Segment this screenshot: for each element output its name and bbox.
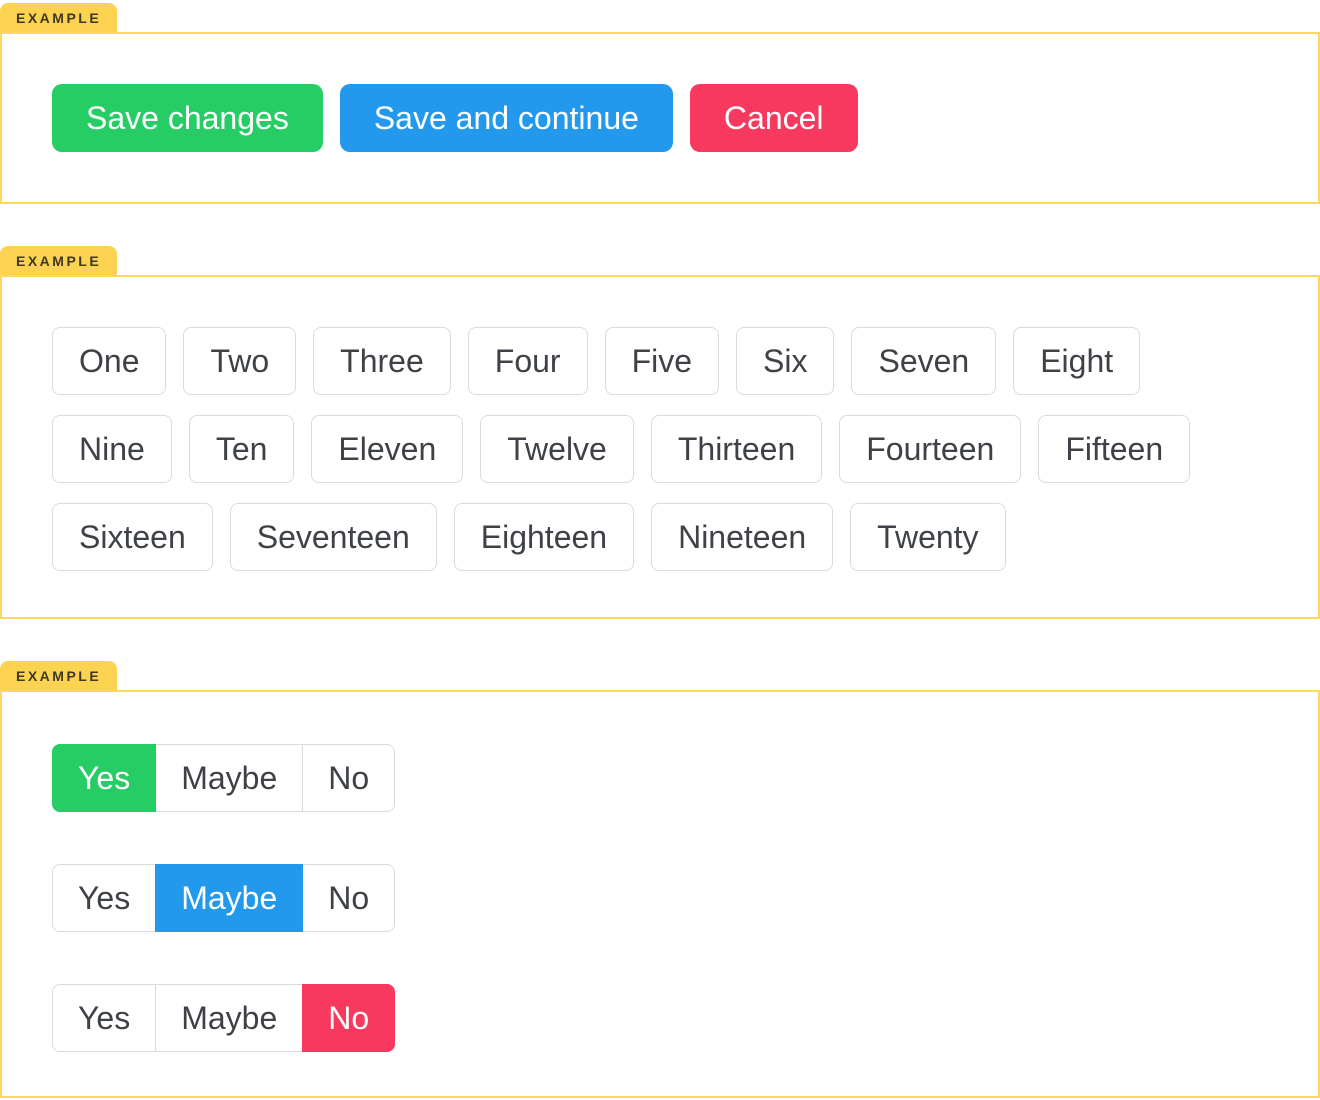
segment-no[interactable]: No <box>303 864 396 932</box>
example-tag: EXAMPLE <box>0 246 118 275</box>
button-twenty[interactable]: Twenty <box>850 503 1006 571</box>
segment-yes[interactable]: Yes <box>52 744 157 812</box>
yes-maybe-no-group-2: Yes Maybe No <box>52 864 396 932</box>
button-two[interactable]: Two <box>183 327 297 395</box>
button-sixteen[interactable]: Sixteen <box>52 503 213 571</box>
number-button-row-1: One Two Three Four Five Six Seven Eight <box>52 327 1268 395</box>
save-changes-button[interactable]: Save changes <box>52 84 323 152</box>
button-seventeen[interactable]: Seventeen <box>229 503 437 571</box>
segment-yes[interactable]: Yes <box>52 984 157 1052</box>
example-box: One Two Three Four Five Six Seven Eight … <box>0 275 1320 619</box>
button-twelve[interactable]: Twelve <box>480 415 634 483</box>
segment-no[interactable]: No <box>302 984 396 1052</box>
cancel-button[interactable]: Cancel <box>689 84 858 152</box>
button-eleven[interactable]: Eleven <box>311 415 464 483</box>
button-one[interactable]: One <box>52 327 167 395</box>
number-button-row-3: Sixteen Seventeen Eighteen Nineteen Twen… <box>52 503 1268 571</box>
example-section-segmented-groups: EXAMPLE Yes Maybe No Yes Maybe No Yes Ma… <box>0 661 1320 1098</box>
example-box: Save changes Save and continue Cancel <box>0 32 1320 204</box>
button-eighteen[interactable]: Eighteen <box>453 503 635 571</box>
example-tag: EXAMPLE <box>0 661 118 690</box>
action-button-row: Save changes Save and continue Cancel <box>52 84 1268 152</box>
button-fifteen[interactable]: Fifteen <box>1038 415 1191 483</box>
segment-maybe[interactable]: Maybe <box>156 744 304 812</box>
segment-maybe[interactable]: Maybe <box>156 984 304 1052</box>
button-four[interactable]: Four <box>467 327 588 395</box>
segment-yes[interactable]: Yes <box>52 864 157 932</box>
button-eight[interactable]: Eight <box>1013 327 1141 395</box>
segment-maybe[interactable]: Maybe <box>155 864 304 932</box>
save-and-continue-button[interactable]: Save and continue <box>339 84 673 152</box>
example-section-number-buttons: EXAMPLE One Two Three Four Five Six Seve… <box>0 246 1320 619</box>
example-tag: EXAMPLE <box>0 3 118 32</box>
example-section-action-buttons: EXAMPLE Save changes Save and continue C… <box>0 3 1320 204</box>
button-six[interactable]: Six <box>736 327 835 395</box>
example-box: Yes Maybe No Yes Maybe No Yes Maybe No <box>0 690 1320 1098</box>
button-nineteen[interactable]: Nineteen <box>651 503 834 571</box>
button-seven[interactable]: Seven <box>851 327 997 395</box>
button-three[interactable]: Three <box>313 327 451 395</box>
button-fourteen[interactable]: Fourteen <box>839 415 1022 483</box>
button-five[interactable]: Five <box>604 327 720 395</box>
button-ten[interactable]: Ten <box>188 415 295 483</box>
button-thirteen[interactable]: Thirteen <box>650 415 823 483</box>
button-nine[interactable]: Nine <box>52 415 172 483</box>
number-button-row-2: Nine Ten Eleven Twelve Thirteen Fourteen… <box>52 415 1268 483</box>
yes-maybe-no-group-3: Yes Maybe No <box>52 984 396 1052</box>
yes-maybe-no-group-1: Yes Maybe No <box>52 744 396 812</box>
segment-no[interactable]: No <box>303 744 396 812</box>
